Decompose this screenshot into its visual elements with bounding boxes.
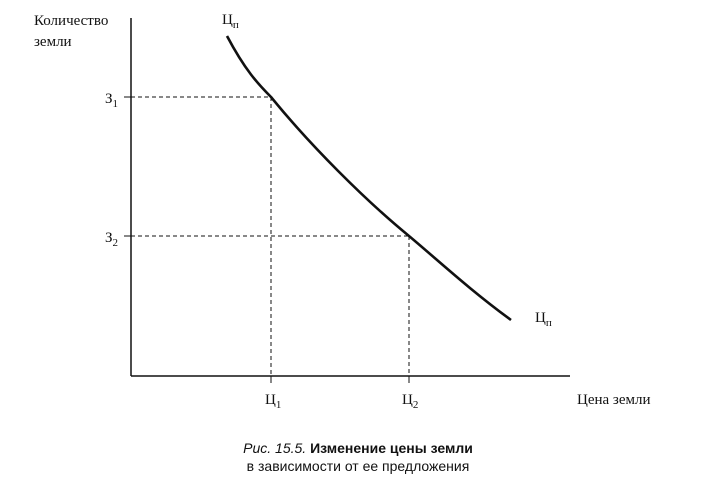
tick-label-c2: Ц2 <box>402 392 418 411</box>
y-axis-label-line2: земли <box>34 34 72 50</box>
curve-label-bottom: Цп <box>535 310 552 329</box>
tick-label-z1: З1 <box>105 91 118 110</box>
figure-caption: Рис. 15.5. Изменение цены земли <box>0 439 716 457</box>
x-axis-label: Цена земли <box>577 392 651 408</box>
y-axis-label-line1: Количество <box>34 13 108 29</box>
tick-label-c1: Ц1 <box>265 392 281 411</box>
supply-curve <box>225 35 512 322</box>
caption-title-line2: в зависимости от ее предложения <box>246 458 470 474</box>
caption-title-line1: Изменение цены земли <box>310 440 473 456</box>
tick-label-z2: З2 <box>105 230 118 249</box>
caption-prefix: Рис. 15.5. <box>243 440 307 456</box>
curve-label-top: Цп <box>222 12 239 31</box>
